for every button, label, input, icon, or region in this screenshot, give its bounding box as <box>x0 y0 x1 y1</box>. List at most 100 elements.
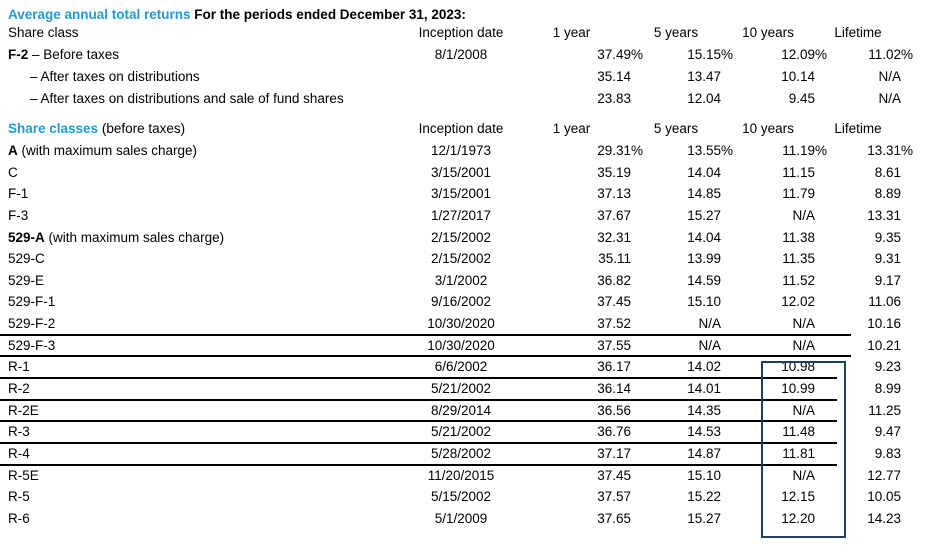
table-row: A (with maximum sales charge) 12/1/1973 29… <box>8 140 913 162</box>
share-class-label: – After taxes on distributions and sale … <box>8 88 410 110</box>
percent-sign: % <box>901 47 914 62</box>
column-header-10-years: 10 years <box>742 121 794 136</box>
1-year-cell: 35.11 <box>598 251 631 267</box>
inception-date-cell: 2/15/2002 <box>430 229 492 245</box>
share-class-label-bold: 529-A <box>8 229 45 245</box>
row-rule-line <box>0 441 837 444</box>
1-year-cell: 37.45 <box>597 294 631 310</box>
1-year-cell-value: 37.49 <box>597 47 631 62</box>
10-years-cell-value: 11.19 <box>782 143 815 158</box>
table-row: – After taxes on distributions 35.14 13.47… <box>8 66 901 88</box>
share-class-label-text: R-5E <box>8 467 39 483</box>
share-class-label: R-2 <box>8 378 410 400</box>
inception-date-cell: 11/20/2015 <box>427 467 495 483</box>
lifetime-cell: 10.05 <box>867 489 901 505</box>
column-header-5-years: 5 years <box>653 25 699 40</box>
table-row: R-4 5/28/2002 37.17 14.87 11.81 9.83 <box>0 443 901 466</box>
percent-sign: % <box>631 143 644 158</box>
1-year-cell: 36.17 <box>597 359 631 375</box>
share-class-label: – After taxes on distributions <box>8 66 410 88</box>
5-years-cell: N/A <box>698 316 721 332</box>
lifetime-cell: 11.25 <box>868 402 901 418</box>
table-row: F-1 3/15/2001 37.13 14.85 11.79 8.89 <box>8 183 901 205</box>
table-row: R-1 6/6/2002 36.17 14.02 10.98 9.23 <box>0 356 901 380</box>
row-rule-line <box>0 398 837 401</box>
lifetime-cell: 9.31 <box>874 251 901 267</box>
share-class-label: 529-C <box>8 248 410 270</box>
share-class-label-text: 529-E <box>8 272 45 288</box>
lifetime-cell: 13.31 <box>867 207 901 223</box>
table-row: 529-F-1 9/16/2002 37.45 15.10 12.02 11.06 <box>8 291 901 313</box>
page-title-accent: Average annual total returns <box>8 7 191 22</box>
row-rule-line <box>0 355 851 358</box>
lifetime-cell: 14.23 <box>867 510 901 526</box>
percent-sign: % <box>901 143 914 158</box>
column-header-lifetime: Lifetime <box>834 25 882 40</box>
share-class-label-text: R-1 <box>8 359 30 375</box>
5-years-cell: 15.22 <box>687 489 721 505</box>
percent-sign: % <box>815 47 828 62</box>
share-class-label: R-2E <box>8 400 410 422</box>
1-year-cell: 37.52 <box>597 316 631 332</box>
percent-sign: % <box>721 47 734 62</box>
inception-date-cell <box>410 66 512 88</box>
table-rows: F-2 – Before taxes 8/1/2008 37.49% 15.15% 12… <box>8 44 913 110</box>
5-years-cell: 14.53 <box>687 424 721 440</box>
5-years-cell: 15.10 <box>687 294 721 310</box>
lifetime-cell: 11.02% <box>815 44 913 66</box>
inception-date-cell: 2/15/2002 <box>430 251 492 267</box>
table-rows: A (with maximum sales charge) 12/1/1973 29… <box>0 140 913 530</box>
lifetime-cell: 9.47 <box>874 424 901 440</box>
percent-sign: % <box>815 143 828 158</box>
table-row: – After taxes on distributions and sale … <box>8 88 901 110</box>
lifetime-cell: 8.99 <box>874 381 901 397</box>
share-class-label: R-5E <box>8 465 410 487</box>
share-class-label: R-3 <box>8 421 410 443</box>
lifetime-cell-value: 13.31 <box>867 143 901 158</box>
column-header-share-class: Share classes (before taxes) <box>8 118 410 140</box>
inception-date-cell: 5/15/2002 <box>430 489 492 505</box>
1-year-cell: 37.55 <box>597 337 631 353</box>
share-class-header-plain: Share class <box>8 25 79 40</box>
table-row: R-5 5/15/2002 37.57 15.22 12.15 10.05 <box>8 486 901 508</box>
inception-date-cell: 5/1/2009 <box>434 510 488 526</box>
row-rule-line <box>0 333 851 336</box>
10-years-cell: 11.38 <box>782 229 815 245</box>
10-years-cell: 11.35 <box>782 251 815 267</box>
1-year-cell: 32.31 <box>597 229 631 245</box>
share-class-label-text: 529-F-1 <box>8 294 56 310</box>
inception-date-cell: 1/27/2017 <box>430 207 492 223</box>
share-class-label: F-1 <box>8 183 410 205</box>
share-class-label-bold: A <box>8 143 18 158</box>
10-years-cell: 11.79 <box>782 186 815 202</box>
lifetime-cell: 10.21 <box>867 337 901 353</box>
1-year-cell: 35.19 <box>597 164 631 180</box>
share-class-label: R-5 <box>8 486 410 508</box>
5-years-cell: 14.04 <box>687 164 721 180</box>
share-class-label-bold: F-2 <box>8 47 29 62</box>
share-class-label-text: C <box>8 164 18 180</box>
1-year-cell: 37.17 <box>597 445 631 461</box>
page-title-rest: For the periods ended December 31, 2023: <box>190 7 466 22</box>
5-years-cell: 12.04 <box>687 91 721 106</box>
column-header-inception-date: Inception date <box>418 121 504 136</box>
5-years-cell: 14.87 <box>687 445 721 461</box>
share-class-label-text: 529-F-3 <box>8 337 56 353</box>
page-title: Average annual total returns For the per… <box>8 5 466 25</box>
share-class-label: 529-F-1 <box>8 291 410 313</box>
share-class-label: F-2 – Before taxes <box>8 44 410 66</box>
lifetime-cell: 9.35 <box>874 229 901 245</box>
lifetime-cell: 9.17 <box>874 272 901 288</box>
10-years-cell: 10.98 <box>781 359 815 375</box>
inception-date-cell: 8/29/2014 <box>430 402 492 418</box>
5-years-cell: 15.10 <box>687 467 721 483</box>
1-year-cell: 37.67 <box>597 207 631 223</box>
1-year-cell: 23.83 <box>597 91 631 106</box>
5-years-cell: 14.04 <box>687 229 721 245</box>
share-class-label: R-1 <box>8 356 410 378</box>
inception-date-cell: 9/16/2002 <box>430 294 492 310</box>
column-header-5-years: 5 years <box>653 121 699 136</box>
table-row: R-2 5/21/2002 36.14 14.01 10.99 8.99 <box>0 378 901 401</box>
10-years-cell: 12.09% <box>721 44 827 66</box>
